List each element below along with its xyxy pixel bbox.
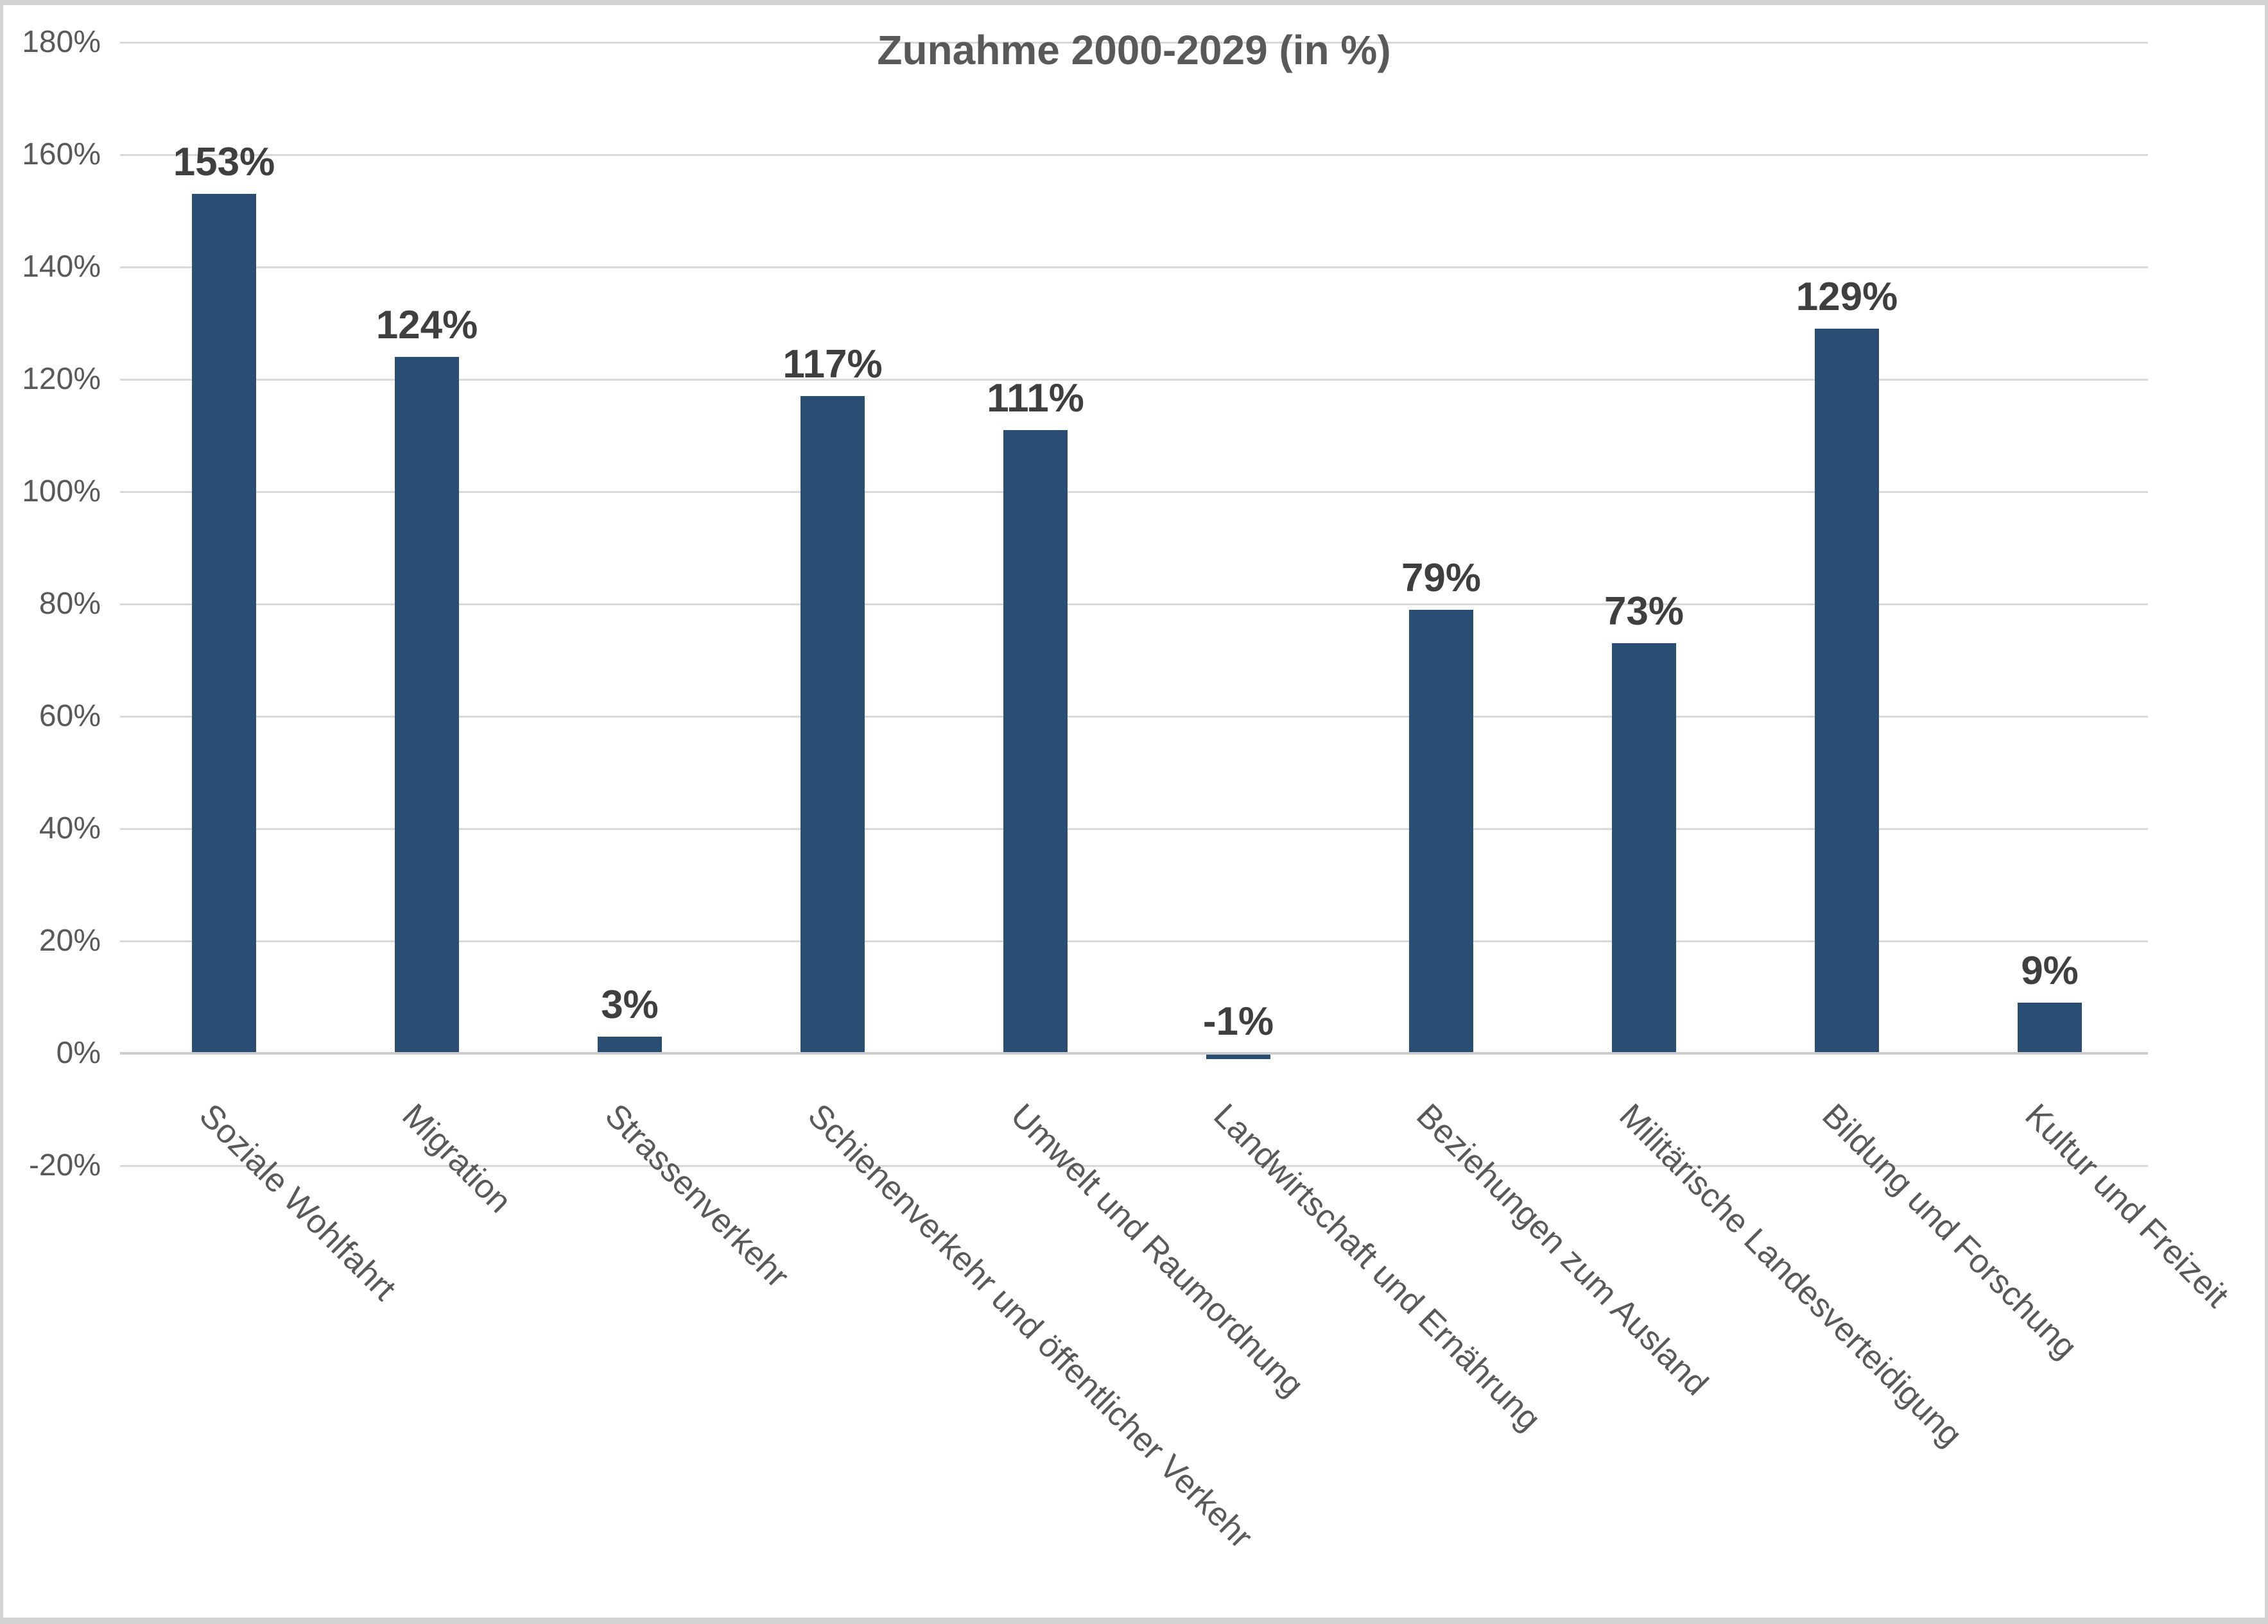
y-tick-label: 60% [39, 699, 101, 733]
y-tick-label: 120% [22, 362, 101, 396]
gridline [120, 379, 2148, 381]
x-category-label: Landwirtschaft und Ernährung [1206, 1096, 1548, 1438]
gridline [120, 940, 2148, 942]
y-tick-label: 0% [56, 1036, 101, 1070]
y-tick-label: 180% [22, 25, 101, 59]
x-axis-line [120, 1052, 2148, 1055]
bar-value-label: 117% [783, 342, 883, 386]
bar-value-label: 111% [987, 376, 1084, 420]
x-category-label: Kultur und Freizeit [2018, 1096, 2236, 1315]
bar-value-label: 129% [1796, 275, 1898, 319]
y-tick-label: 20% [39, 924, 101, 958]
bar [1815, 329, 1879, 1053]
gridline [120, 1165, 2148, 1167]
bar-value-label: -1% [1202, 999, 1274, 1044]
chart-title: Zunahme 2000-2029 (in %) [877, 27, 1391, 73]
bar [2018, 1003, 2082, 1053]
bar [1003, 430, 1068, 1053]
bar-value-label: 124% [376, 303, 478, 347]
bar [1612, 643, 1676, 1053]
y-tick-label: -20% [28, 1148, 101, 1182]
x-category-label: Soziale Wohlfahrt [192, 1096, 403, 1308]
bar-value-label: 153% [173, 140, 275, 184]
gridline [120, 828, 2148, 830]
x-category-label: Migration [395, 1096, 519, 1220]
gridline [120, 154, 2148, 156]
bar [1409, 610, 1473, 1053]
y-tick-label: 100% [22, 474, 101, 508]
bar-value-label: 3% [601, 983, 659, 1027]
gridline [120, 491, 2148, 493]
bar [395, 357, 459, 1053]
bar-value-label: 9% [2021, 949, 2079, 993]
bar [1206, 1053, 1270, 1059]
bar-value-label: 73% [1604, 589, 1684, 634]
bar [598, 1037, 662, 1053]
gridline [120, 716, 2148, 718]
x-category-label: Militärische Landesverteidigung [1612, 1096, 1969, 1454]
gridline [120, 603, 2148, 605]
gridline [120, 266, 2148, 268]
bar-value-label: 79% [1401, 556, 1482, 600]
y-tick-label: 140% [22, 250, 101, 284]
y-tick-label: 160% [22, 137, 101, 171]
x-category-label: Strassenverkehr [598, 1096, 797, 1295]
gridline [120, 42, 2148, 44]
bar [192, 194, 256, 1053]
y-tick-label: 80% [39, 587, 101, 621]
y-tick-label: 40% [39, 811, 101, 845]
bar [801, 396, 865, 1053]
